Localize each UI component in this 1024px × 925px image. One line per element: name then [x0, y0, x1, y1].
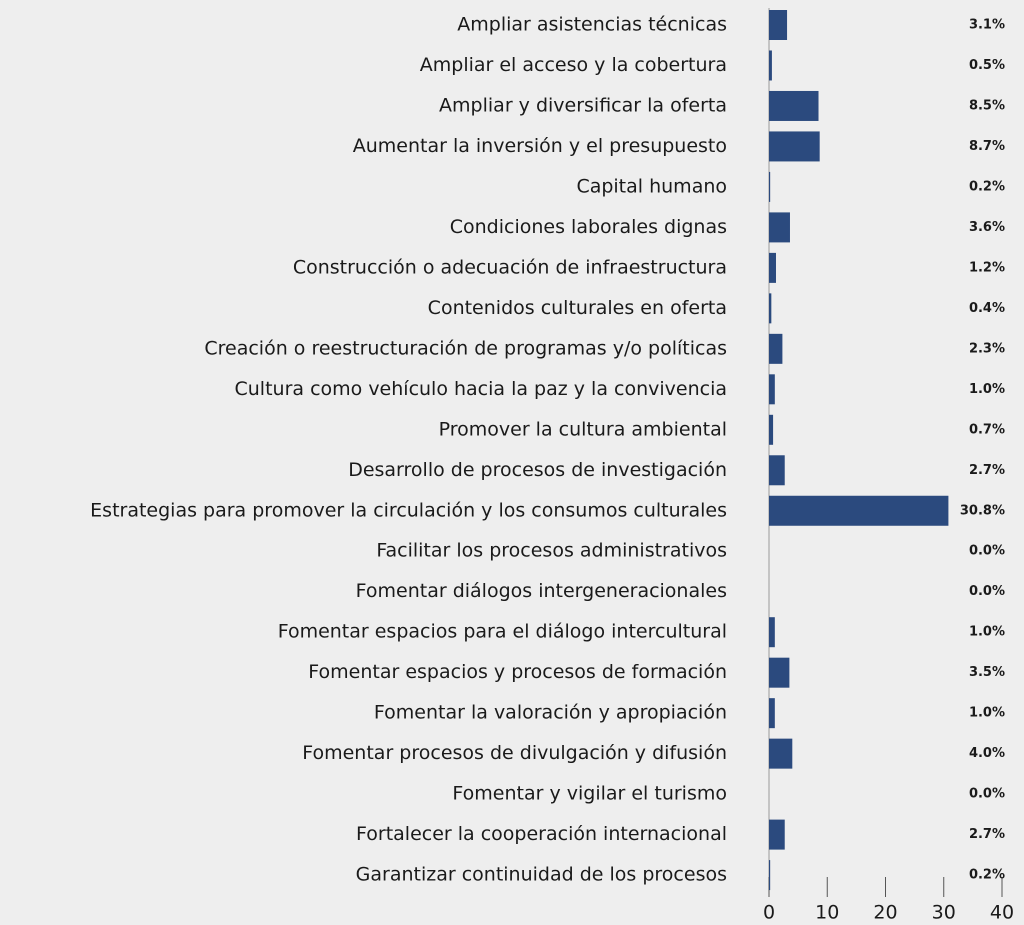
- bar: [769, 333, 783, 364]
- value-label: 3.1%: [969, 18, 1005, 33]
- x-tick-label: 0: [763, 902, 775, 924]
- category-label: Aumentar la inversión y el presupuesto: [353, 135, 727, 157]
- x-tick-label: 40: [990, 902, 1014, 924]
- bar: [769, 171, 771, 202]
- value-label: 1.2%: [969, 260, 1005, 275]
- value-label: 0.2%: [969, 868, 1005, 883]
- category-label: Promover la cultura ambiental: [439, 418, 727, 440]
- value-label: 2.7%: [969, 463, 1005, 478]
- category-label: Ampliar el acceso y la cobertura: [420, 54, 727, 76]
- value-label: 3.5%: [969, 665, 1005, 680]
- category-label: Desarrollo de procesos de investigación: [348, 459, 727, 481]
- bar: [769, 252, 776, 283]
- bar: [769, 698, 775, 729]
- value-label: 1.0%: [969, 706, 1005, 721]
- x-tick-label: 10: [815, 902, 839, 924]
- value-label: 1.0%: [969, 382, 1005, 397]
- category-label: Fomentar espacios y procesos de formació…: [308, 661, 727, 683]
- bar: [769, 860, 771, 891]
- bar: [769, 50, 772, 81]
- category-label: Fomentar y vigilar el turismo: [452, 783, 727, 805]
- value-label: 1.0%: [969, 625, 1005, 640]
- category-label: Fortalecer la cooperación internacional: [356, 823, 727, 845]
- value-label: 30.8%: [960, 503, 1005, 518]
- value-label: 0.5%: [969, 58, 1005, 73]
- value-label: 8.7%: [969, 139, 1005, 154]
- category-label: Ampliar asistencias técnicas: [457, 14, 727, 36]
- category-label: Fomentar espacios para el diálogo interc…: [278, 621, 727, 643]
- bar: [769, 819, 785, 850]
- category-label: Ampliar y diversificar la oferta: [439, 94, 727, 116]
- category-label: Cultura como vehículo hacia la paz y la …: [235, 378, 728, 400]
- bar: [769, 738, 793, 769]
- value-label: 0.4%: [969, 301, 1005, 316]
- value-label: 2.7%: [969, 827, 1005, 842]
- value-label: 0.0%: [969, 584, 1005, 599]
- x-tick-label: 30: [932, 902, 956, 924]
- category-label: Condiciones laborales dignas: [450, 216, 727, 238]
- bar: [769, 374, 775, 405]
- bar: [769, 293, 772, 324]
- category-label: Garantizar continuidad de los procesos: [356, 864, 727, 886]
- value-label: 0.0%: [969, 544, 1005, 559]
- bar: [769, 414, 774, 445]
- value-label: 0.0%: [969, 787, 1005, 802]
- category-label: Capital humano: [576, 175, 727, 197]
- value-label: 4.0%: [969, 746, 1005, 761]
- bar: [769, 131, 820, 162]
- bar: [769, 495, 949, 526]
- category-label: Fomentar la valoración y apropiación: [374, 702, 727, 724]
- bar: [769, 90, 819, 121]
- category-label: Facilitar los procesos administrativos: [376, 540, 727, 562]
- bar: [769, 617, 775, 648]
- category-label: Construcción o adecuación de infraestruc…: [293, 256, 727, 278]
- value-label: 8.5%: [969, 98, 1005, 113]
- bar: [769, 455, 785, 486]
- category-label: Contenidos culturales en oferta: [428, 297, 727, 319]
- category-label: Fomentar procesos de divulgación y difus…: [302, 742, 727, 764]
- x-tick-label: 20: [873, 902, 897, 924]
- bar: [769, 212, 790, 243]
- category-label: Fomentar diálogos intergeneracionales: [356, 580, 727, 602]
- value-label: 0.7%: [969, 422, 1005, 437]
- bar: [769, 10, 788, 40]
- bar: [769, 657, 790, 688]
- category-label: Estrategias para promover la circulación…: [90, 499, 727, 521]
- category-label: Creación o reestructuración de programas…: [204, 337, 727, 359]
- value-label: 0.2%: [969, 179, 1005, 194]
- value-label: 3.6%: [969, 220, 1005, 235]
- value-label: 2.3%: [969, 341, 1005, 356]
